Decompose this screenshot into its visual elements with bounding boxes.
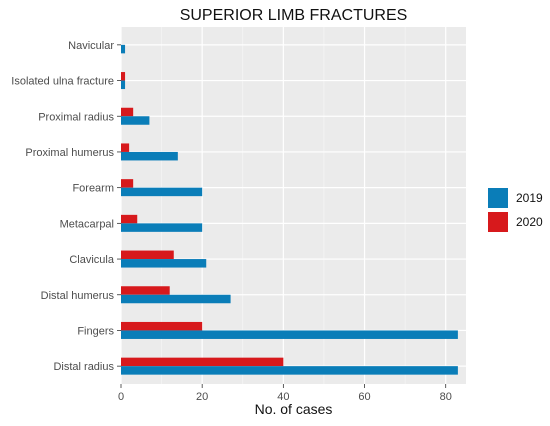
y-tick-label-proximal-humerus: Proximal humerus (25, 147, 114, 159)
bar-2020-distal-humerus (121, 286, 170, 295)
chart-title: SUPERIOR LIMB FRACTURES (180, 7, 408, 24)
bar-2020-isolated-ulna-fracture (121, 72, 126, 81)
bar-2020-proximal-radius (121, 107, 134, 117)
legend-key-2019 (488, 188, 508, 208)
bar-2019-proximal-humerus (121, 151, 178, 161)
bar-2019-forearm (121, 187, 203, 197)
y-tick-label-clavicula: Clavicula (69, 254, 115, 266)
bar-2020-distal-radius (121, 357, 284, 367)
y-tick-label-distal-humerus: Distal humerus (41, 290, 115, 302)
x-tick-label: 0 (118, 391, 124, 403)
x-tick-label: 80 (440, 391, 452, 403)
x-tick-label: 20 (196, 391, 208, 403)
bar-2020-clavicula (121, 250, 174, 260)
legend-label-2020: 2020 (516, 215, 543, 229)
y-tick-label-isolated-ulna-fracture: Isolated ulna fracture (11, 76, 114, 88)
x-tick-label: 40 (277, 391, 289, 403)
y-tick-label-navicular: Navicular (68, 40, 114, 52)
bar-2020-metacarpal (121, 214, 138, 224)
bar-2019-isolated-ulna-fracture (121, 80, 126, 90)
y-tick-label-forearm: Forearm (72, 183, 114, 195)
bar-2019-distal-humerus (121, 294, 231, 304)
x-tick-label: 60 (358, 391, 370, 403)
bar-2020-forearm (121, 179, 134, 188)
x-axis-label: No. of cases (255, 401, 333, 417)
y-tick-label-metacarpal: Metacarpal (60, 218, 114, 230)
bar-2020-proximal-humerus (121, 143, 130, 152)
bar-2019-clavicula (121, 259, 207, 268)
legend-key-2020 (488, 212, 508, 232)
y-tick-label-proximal-radius: Proximal radius (38, 111, 114, 123)
legend-label-2019: 2019 (516, 191, 543, 205)
bar-2019-proximal-radius (121, 116, 150, 125)
bar-2019-metacarpal (121, 223, 203, 232)
bar-2019-fingers (121, 330, 458, 339)
y-tick-label-fingers: Fingers (77, 325, 114, 337)
bar-2019-distal-radius (121, 366, 458, 375)
y-tick-label-distal-radius: Distal radius (53, 361, 114, 373)
bar-2020-fingers (121, 321, 203, 331)
bar-2019-navicular (121, 44, 126, 54)
